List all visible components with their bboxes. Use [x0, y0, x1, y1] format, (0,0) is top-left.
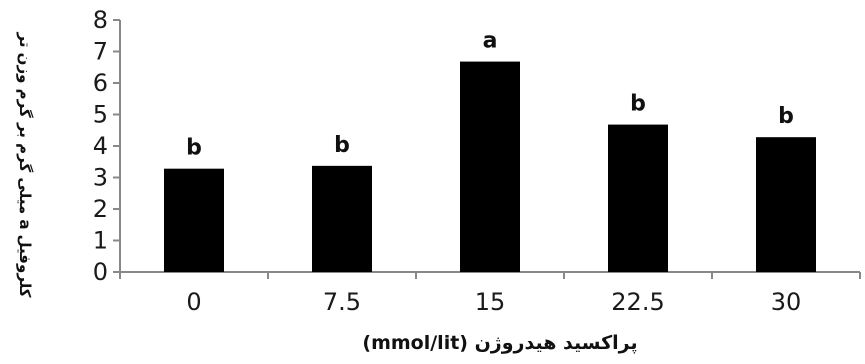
bar-15 [460, 61, 520, 272]
x-tick-label: 7.5 [323, 288, 361, 316]
bars [164, 61, 816, 272]
y-ticks: 0 1 2 3 4 5 6 7 8 [93, 6, 120, 286]
bar-0 [164, 168, 224, 272]
x-tick-label: 0 [186, 288, 201, 316]
y-axis: 0 1 2 3 4 5 6 7 8 [93, 6, 121, 286]
y-tick-label: 3 [93, 164, 108, 192]
x-axis-title: پراکسید هیدروژن (mmol/lit) [362, 332, 637, 354]
significance-letter: b [186, 136, 202, 161]
y-tick-label: 4 [93, 132, 108, 160]
y-tick-label: 7 [93, 38, 108, 66]
significance-letter: b [334, 133, 350, 158]
significance-letter: b [630, 92, 646, 117]
bar-30 [756, 137, 816, 272]
x-ticks: 0 7.5 15 22.5 30 [119, 272, 861, 316]
bar-7.5 [312, 165, 372, 272]
y-tick-label: 5 [93, 101, 108, 129]
y-tick-label: 8 [93, 6, 108, 34]
x-tick-label: 30 [771, 288, 802, 316]
significance-letter: a [483, 29, 498, 54]
y-tick-label: 1 [93, 227, 108, 255]
x-axis: 0 7.5 15 22.5 30 [119, 271, 861, 316]
y-tick-label: 6 [93, 69, 108, 97]
x-tick-label: 15 [475, 288, 506, 316]
bar-22.5 [608, 124, 668, 272]
y-axis-title: کلروفیل a میلی گرم بر گرم وزن تر [16, 31, 34, 297]
y-tick-label: 0 [93, 258, 108, 286]
x-tick-label: 22.5 [611, 288, 664, 316]
significance-letter: b [778, 104, 794, 129]
significance-labels: b b a b b [186, 29, 794, 161]
y-tick-label: 2 [93, 195, 108, 223]
